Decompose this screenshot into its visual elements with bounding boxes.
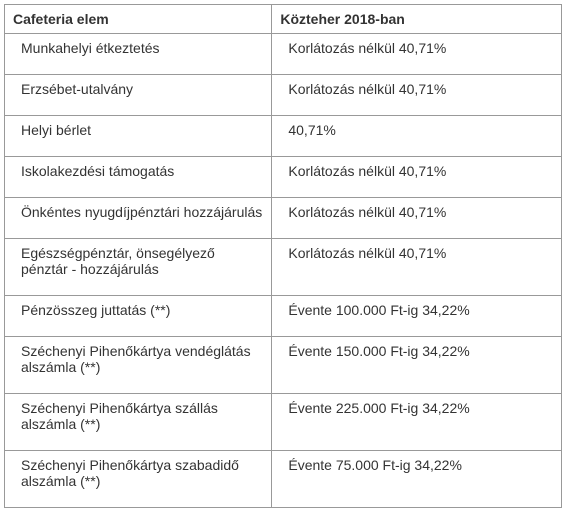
cell-cafeteria-elem: Széchenyi Pihenőkártya szállás alszámla … xyxy=(5,394,272,451)
cell-cafeteria-elem: Helyi bérlet xyxy=(5,116,272,157)
cell-kozteher: Korlátozás nélkül 40,71% xyxy=(272,239,562,296)
table-row: Önkéntes nyugdíjpénztári hozzájárulás Ko… xyxy=(5,198,562,239)
table-header-row: Cafeteria elem Közteher 2018-ban xyxy=(5,5,562,34)
column-header-kozteher: Közteher 2018-ban xyxy=(272,5,562,34)
cell-kozteher: Korlátozás nélkül 40,71% xyxy=(272,75,562,116)
cell-kozteher: Évente 150.000 Ft-ig 34,22% xyxy=(272,337,562,394)
cafeteria-table: Cafeteria elem Közteher 2018-ban Munkahe… xyxy=(4,4,562,508)
cell-kozteher: Korlátozás nélkül 40,71% xyxy=(272,157,562,198)
cell-kozteher: Korlátozás nélkül 40,71% xyxy=(272,34,562,75)
table-row: Iskolakezdési támogatás Korlátozás nélkü… xyxy=(5,157,562,198)
cell-kozteher: Évente 100.000 Ft-ig 34,22% xyxy=(272,296,562,337)
cell-cafeteria-elem: Önkéntes nyugdíjpénztári hozzájárulás xyxy=(5,198,272,239)
table-row: Egészségpénztár, önsegélyező pénztár - h… xyxy=(5,239,562,296)
cafeteria-table-container: Cafeteria elem Közteher 2018-ban Munkahe… xyxy=(4,4,562,508)
cell-cafeteria-elem: Pénzösszeg juttatás (**) xyxy=(5,296,272,337)
cell-kozteher: Évente 225.000 Ft-ig 34,22% xyxy=(272,394,562,451)
table-row: Széchenyi Pihenőkártya szabadidő alszáml… xyxy=(5,451,562,508)
cell-cafeteria-elem: Iskolakezdési támogatás xyxy=(5,157,272,198)
cell-cafeteria-elem: Széchenyi Pihenőkártya szabadidő alszáml… xyxy=(5,451,272,508)
cell-kozteher: Korlátozás nélkül 40,71% xyxy=(272,198,562,239)
cell-cafeteria-elem: Munkahelyi étkeztetés xyxy=(5,34,272,75)
table-row: Széchenyi Pihenőkártya szállás alszámla … xyxy=(5,394,562,451)
table-row: Erzsébet-utalvány Korlátozás nélkül 40,7… xyxy=(5,75,562,116)
table-body: Munkahelyi étkeztetés Korlátozás nélkül … xyxy=(5,34,562,508)
column-header-cafeteria-elem: Cafeteria elem xyxy=(5,5,272,34)
cell-cafeteria-elem: Erzsébet-utalvány xyxy=(5,75,272,116)
table-row: Munkahelyi étkeztetés Korlátozás nélkül … xyxy=(5,34,562,75)
cell-cafeteria-elem: Egészségpénztár, önsegélyező pénztár - h… xyxy=(5,239,272,296)
cell-kozteher: 40,71% xyxy=(272,116,562,157)
cell-cafeteria-elem: Széchenyi Pihenőkártya vendéglátás alszá… xyxy=(5,337,272,394)
cell-kozteher: Évente 75.000 Ft-ig 34,22% xyxy=(272,451,562,508)
table-row: Pénzösszeg juttatás (**) Évente 100.000 … xyxy=(5,296,562,337)
table-row: Széchenyi Pihenőkártya vendéglátás alszá… xyxy=(5,337,562,394)
table-row: Helyi bérlet 40,71% xyxy=(5,116,562,157)
